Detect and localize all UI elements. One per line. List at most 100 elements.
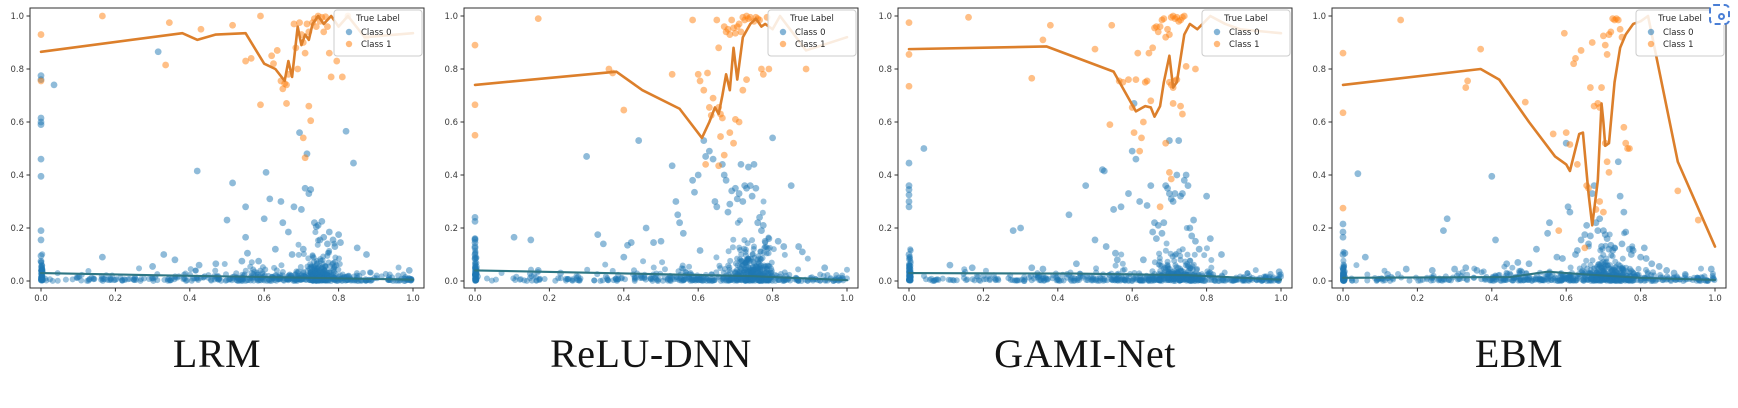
y-tick-label: 1.0 <box>1312 12 1326 22</box>
x-tick-label: 0.2 <box>109 294 123 304</box>
y-tick-label: 0.4 <box>878 171 892 181</box>
legend: True Label Class 0 Class 1 <box>1201 9 1291 57</box>
x-tick-label: 0.4 <box>1485 294 1499 304</box>
legend-label-class0: Class 0 <box>361 28 391 38</box>
y-axis: 0.0 0.2 0.4 0.6 0.8 1.0 <box>1312 12 1332 287</box>
caption-ebm: EBM <box>1474 331 1564 376</box>
lens-dot-icon <box>1718 13 1725 20</box>
x-tick-label: 0.6 <box>257 294 271 304</box>
x-tick-label: 0.2 <box>1411 294 1425 304</box>
x-axis: 0.0 0.2 0.4 0.6 0.8 1.0 <box>468 288 854 304</box>
panel-lrm: 0.0 0.2 0.4 0.6 0.8 1.0 0.0 0.2 0.4 0.6 0.8 1.0 True… <box>0 0 434 408</box>
y-tick-label: 0.8 <box>10 65 24 75</box>
visual-search-icon[interactable] <box>1709 4 1730 25</box>
legend-marker-class1 <box>1647 40 1655 48</box>
plot-spines <box>897 7 1293 289</box>
y-tick-label: 0.8 <box>1312 65 1326 75</box>
legend-title: True Label <box>789 14 834 24</box>
plot-lrm: 0.0 0.2 0.4 0.6 0.8 1.0 0.0 0.2 0.4 0.6 0.8 1.0 True… <box>10 7 425 304</box>
y-tick-label: 0.2 <box>444 224 458 234</box>
legend-marker-class0 <box>345 28 353 36</box>
trend-line-class0 <box>1341 270 1717 281</box>
x-tick-label: 0.6 <box>691 294 705 304</box>
x-tick-label: 1.0 <box>1274 294 1288 304</box>
x-axis: 0.0 0.2 0.4 0.6 0.8 1.0 <box>34 288 420 304</box>
x-tick-label: 0.4 <box>1051 294 1065 304</box>
x-tick-label: 0.2 <box>977 294 991 304</box>
legend-marker-class1 <box>779 40 787 48</box>
caption-lrm: LRM <box>172 331 262 376</box>
plot-gami-net: 0.0 0.2 0.4 0.6 0.8 1.0 0.0 0.2 0.4 0.6 0.8 1.0 True… <box>878 7 1293 304</box>
legend-box <box>333 9 423 57</box>
x-axis: 0.0 0.2 0.4 0.6 0.8 1.0 <box>902 288 1288 304</box>
plot-spines <box>463 7 859 289</box>
legend: True Label Class 0 Class 1 <box>333 9 423 57</box>
x-tick-label: 0.2 <box>543 294 557 304</box>
x-axis: 0.0 0.2 0.4 0.6 0.8 1.0 <box>1336 288 1722 304</box>
x-tick-label: 1.0 <box>406 294 420 304</box>
legend-label-class1: Class 1 <box>1229 40 1259 50</box>
legend-label-class1: Class 1 <box>795 40 825 50</box>
x-tick-label: 0.4 <box>183 294 197 304</box>
y-axis: 0.0 0.2 0.4 0.6 0.8 1.0 <box>444 12 464 287</box>
x-tick-label: 0.0 <box>1336 294 1350 304</box>
legend-marker-class1 <box>345 40 353 48</box>
legend-title: True Label <box>1223 14 1268 24</box>
legend-box <box>767 9 857 57</box>
trend-line-class1 <box>1341 14 1717 248</box>
legend-box <box>1201 9 1291 57</box>
y-tick-label: 0.8 <box>444 65 458 75</box>
legend-marker-class0 <box>1213 28 1221 36</box>
caption-gami-net: GAMI-Net <box>994 331 1176 376</box>
y-tick-label: 0.2 <box>10 224 24 234</box>
y-tick-label: 0.8 <box>878 65 892 75</box>
plot-ebm: 0.0 0.2 0.4 0.6 0.8 1.0 0.0 0.2 0.4 0.6 0.8 1.0 True… <box>1312 7 1727 304</box>
x-tick-label: 0.4 <box>617 294 631 304</box>
y-tick-label: 0.4 <box>444 171 458 181</box>
legend-label-class0: Class 0 <box>1663 28 1693 38</box>
x-tick-label: 0.0 <box>468 294 482 304</box>
legend-label-class1: Class 1 <box>1663 40 1693 50</box>
scatter-class0 <box>1339 139 1715 278</box>
trend-line-class0 <box>907 271 1283 281</box>
trend-line-class0 <box>39 271 415 281</box>
scatter-class1 <box>471 12 810 170</box>
y-axis: 0.0 0.2 0.4 0.6 0.8 1.0 <box>878 12 898 287</box>
scatter-class0 <box>471 134 829 277</box>
scatter-class0 <box>37 48 413 274</box>
y-axis: 0.0 0.2 0.4 0.6 0.8 1.0 <box>10 12 30 287</box>
legend-marker-class0 <box>1647 28 1655 36</box>
panel-ebm: 0.0 0.2 0.4 0.6 0.8 1.0 0.0 0.2 0.4 0.6 0.8 1.0 True… <box>1302 0 1736 408</box>
plot-relu-dnn: 0.0 0.2 0.4 0.6 0.8 1.0 0.0 0.2 0.4 0.6 0.8 1.0 True… <box>444 7 859 304</box>
y-tick-label: 0.6 <box>10 118 24 128</box>
panel-gami-net: 0.0 0.2 0.4 0.6 0.8 1.0 0.0 0.2 0.4 0.6 0.8 1.0 True… <box>868 0 1302 408</box>
y-tick-label: 1.0 <box>10 12 24 22</box>
scatter-class0-band <box>906 225 1284 284</box>
panel-relu-dnn: 0.0 0.2 0.4 0.6 0.8 1.0 0.0 0.2 0.4 0.6 0.8 1.0 True… <box>434 0 868 408</box>
x-tick-label: 1.0 <box>1708 294 1722 304</box>
caption-relu-dnn: ReLU-DNN <box>550 331 752 376</box>
x-tick-label: 0.8 <box>766 294 780 304</box>
legend-label-class1: Class 1 <box>361 40 391 50</box>
y-tick-label: 0.6 <box>1312 118 1326 128</box>
y-tick-label: 0.0 <box>10 277 24 287</box>
plot-spines <box>29 7 425 289</box>
x-tick-label: 0.0 <box>902 294 916 304</box>
legend: True Label Class 0 Class 1 <box>1635 9 1725 57</box>
y-tick-label: 0.0 <box>444 277 458 287</box>
legend: True Label Class 0 Class 1 <box>767 9 857 57</box>
x-tick-label: 0.8 <box>1200 294 1214 304</box>
x-tick-label: 1.0 <box>840 294 854 304</box>
x-tick-label: 0.8 <box>332 294 346 304</box>
x-tick-label: 0.0 <box>34 294 48 304</box>
scatter-class0-band <box>1340 230 1718 284</box>
y-tick-label: 0.4 <box>1312 171 1326 181</box>
legend-box <box>1635 9 1725 57</box>
y-tick-label: 0.0 <box>1312 277 1326 287</box>
legend-label-class0: Class 0 <box>1229 28 1259 38</box>
legend-marker-class1 <box>1213 40 1221 48</box>
legend-title: True Label <box>1657 14 1702 24</box>
y-tick-label: 0.4 <box>10 171 24 181</box>
legend-marker-class0 <box>779 28 787 36</box>
